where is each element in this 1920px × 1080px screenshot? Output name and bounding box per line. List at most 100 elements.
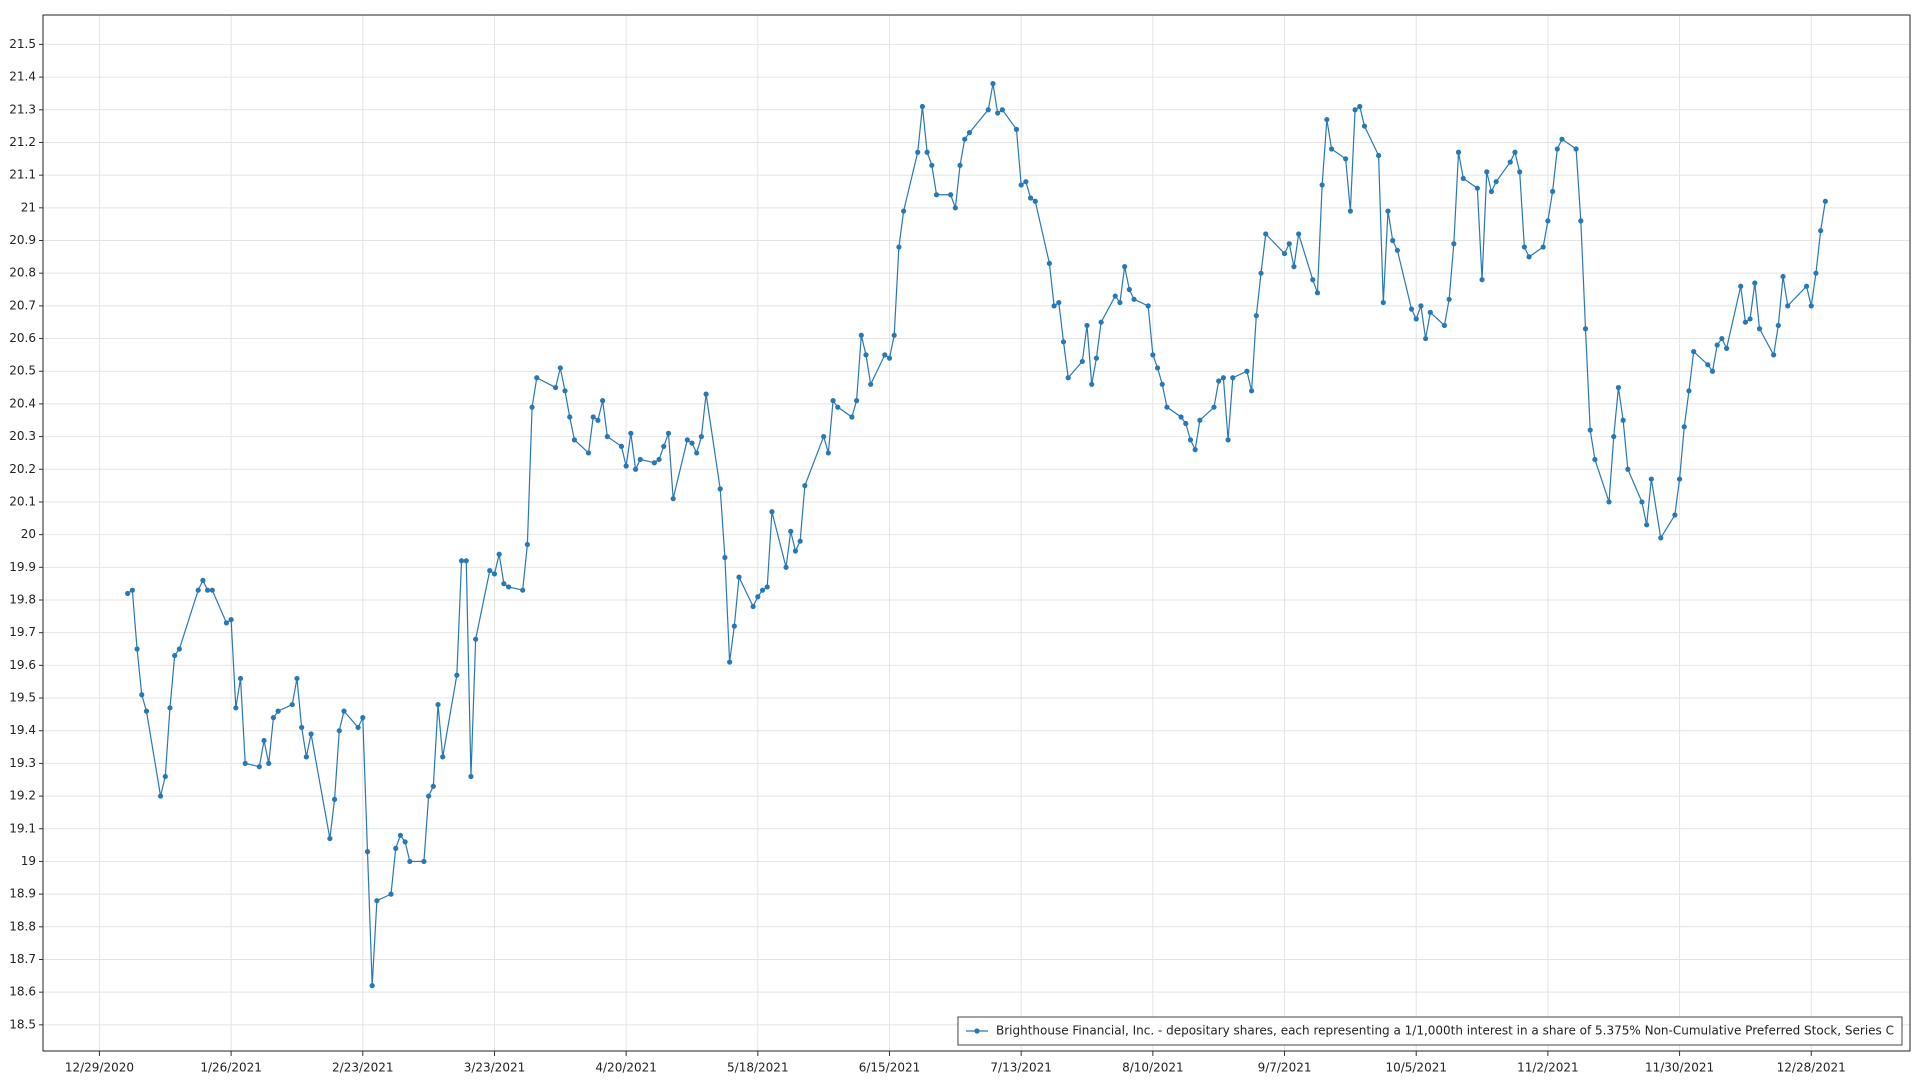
data-point (1709, 368, 1716, 374)
data-point (1625, 466, 1631, 472)
data-point (835, 404, 841, 410)
y-tick-label: 19.4 (9, 723, 36, 737)
data-point (397, 832, 404, 838)
y-tick-label: 19.5 (9, 691, 36, 705)
y-tick-label: 19.7 (9, 625, 36, 639)
data-point (1723, 345, 1730, 351)
data-point (270, 715, 277, 721)
x-tick-label: 5/18/2021 (727, 1061, 789, 1075)
data-point (1822, 198, 1828, 204)
y-tick-label: 20.5 (9, 364, 36, 378)
data-point (924, 149, 930, 155)
data-point (1018, 182, 1024, 188)
marks (125, 81, 1828, 989)
data-point (435, 701, 441, 708)
data-point (750, 603, 756, 610)
data-point (440, 754, 446, 760)
data-point (1027, 195, 1034, 201)
data-point (289, 701, 295, 708)
data-point (717, 486, 723, 492)
data-point (553, 384, 559, 391)
data-point (1681, 424, 1687, 430)
data-point (792, 548, 799, 554)
x-tick-label: 12/29/2020 (65, 1061, 134, 1075)
data-point (1122, 264, 1128, 270)
data-point (670, 496, 676, 502)
data-point (1375, 152, 1382, 159)
data-point (1780, 273, 1786, 280)
series-line (127, 83, 1826, 986)
data-point (473, 636, 479, 642)
data-point (256, 764, 262, 770)
data-point (1738, 283, 1744, 289)
data-point (393, 845, 399, 851)
data-point (703, 391, 709, 397)
y-tick-label: 19.8 (9, 592, 36, 606)
data-point (1093, 355, 1100, 361)
y-tick-label: 20.2 (9, 462, 36, 476)
data-point (1818, 228, 1824, 234)
data-point (665, 430, 672, 436)
data-point (336, 728, 342, 734)
data-point (821, 433, 827, 440)
data-point (1582, 326, 1589, 332)
data-point (242, 760, 248, 767)
data-point (534, 375, 540, 381)
data-point (585, 450, 592, 456)
plot-frame (42, 14, 1911, 1052)
data-point (1150, 352, 1156, 358)
data-point (853, 398, 860, 404)
data-point (825, 450, 831, 456)
data-point (1507, 159, 1513, 165)
data-point (1742, 319, 1749, 325)
data-point (1244, 368, 1250, 374)
data-point (1046, 260, 1052, 266)
y-tick-label: 18.5 (9, 1017, 36, 1031)
data-point (1258, 270, 1264, 276)
data-point (783, 564, 789, 570)
data-point (1230, 375, 1236, 381)
data-point (303, 754, 309, 760)
data-point (139, 692, 145, 698)
x-tick-label: 12/28/2021 (1777, 1061, 1846, 1075)
y-tick-label: 19.9 (9, 560, 36, 574)
data-point (228, 617, 234, 623)
data-point (204, 587, 211, 593)
data-point (769, 509, 775, 515)
data-point (223, 620, 230, 626)
data-point (788, 528, 794, 534)
data-point (567, 414, 573, 420)
y-tick-label: 19.2 (9, 789, 36, 803)
data-point (237, 675, 244, 682)
data-point (891, 332, 897, 338)
data-point (233, 705, 239, 711)
x-tick-label: 8/10/2021 (1122, 1061, 1184, 1075)
data-point (1060, 339, 1067, 345)
axes: 18.5 18.6 18.7 18.8 18.9 19 19.1 19.2 19.3 19.4 19… (9, 37, 1846, 1075)
x-tick-label: 10/5/2021 (1385, 1061, 1447, 1075)
data-point (487, 567, 493, 574)
data-point (364, 849, 371, 855)
data-point (896, 244, 902, 250)
x-tick-label: 6/15/2021 (859, 1061, 921, 1075)
data-point (1441, 322, 1448, 329)
data-point (966, 130, 973, 136)
data-point (1408, 306, 1415, 312)
data-point (1056, 299, 1062, 306)
data-point (1286, 241, 1292, 247)
data-point (722, 554, 728, 561)
data-point (407, 858, 413, 865)
data-point (421, 858, 427, 865)
y-tick-label: 19 (21, 854, 36, 868)
y-tick-label: 21.3 (9, 102, 36, 116)
data-point (882, 352, 888, 358)
data-point (1380, 299, 1386, 306)
data-point (1648, 476, 1654, 482)
data-point (1197, 417, 1203, 423)
data-point (157, 793, 164, 799)
x-tick-label: 4/20/2021 (595, 1061, 657, 1075)
y-tick-label: 21.1 (9, 168, 36, 182)
data-point (1394, 247, 1400, 253)
data-point (1253, 313, 1259, 319)
data-point (1479, 277, 1485, 283)
